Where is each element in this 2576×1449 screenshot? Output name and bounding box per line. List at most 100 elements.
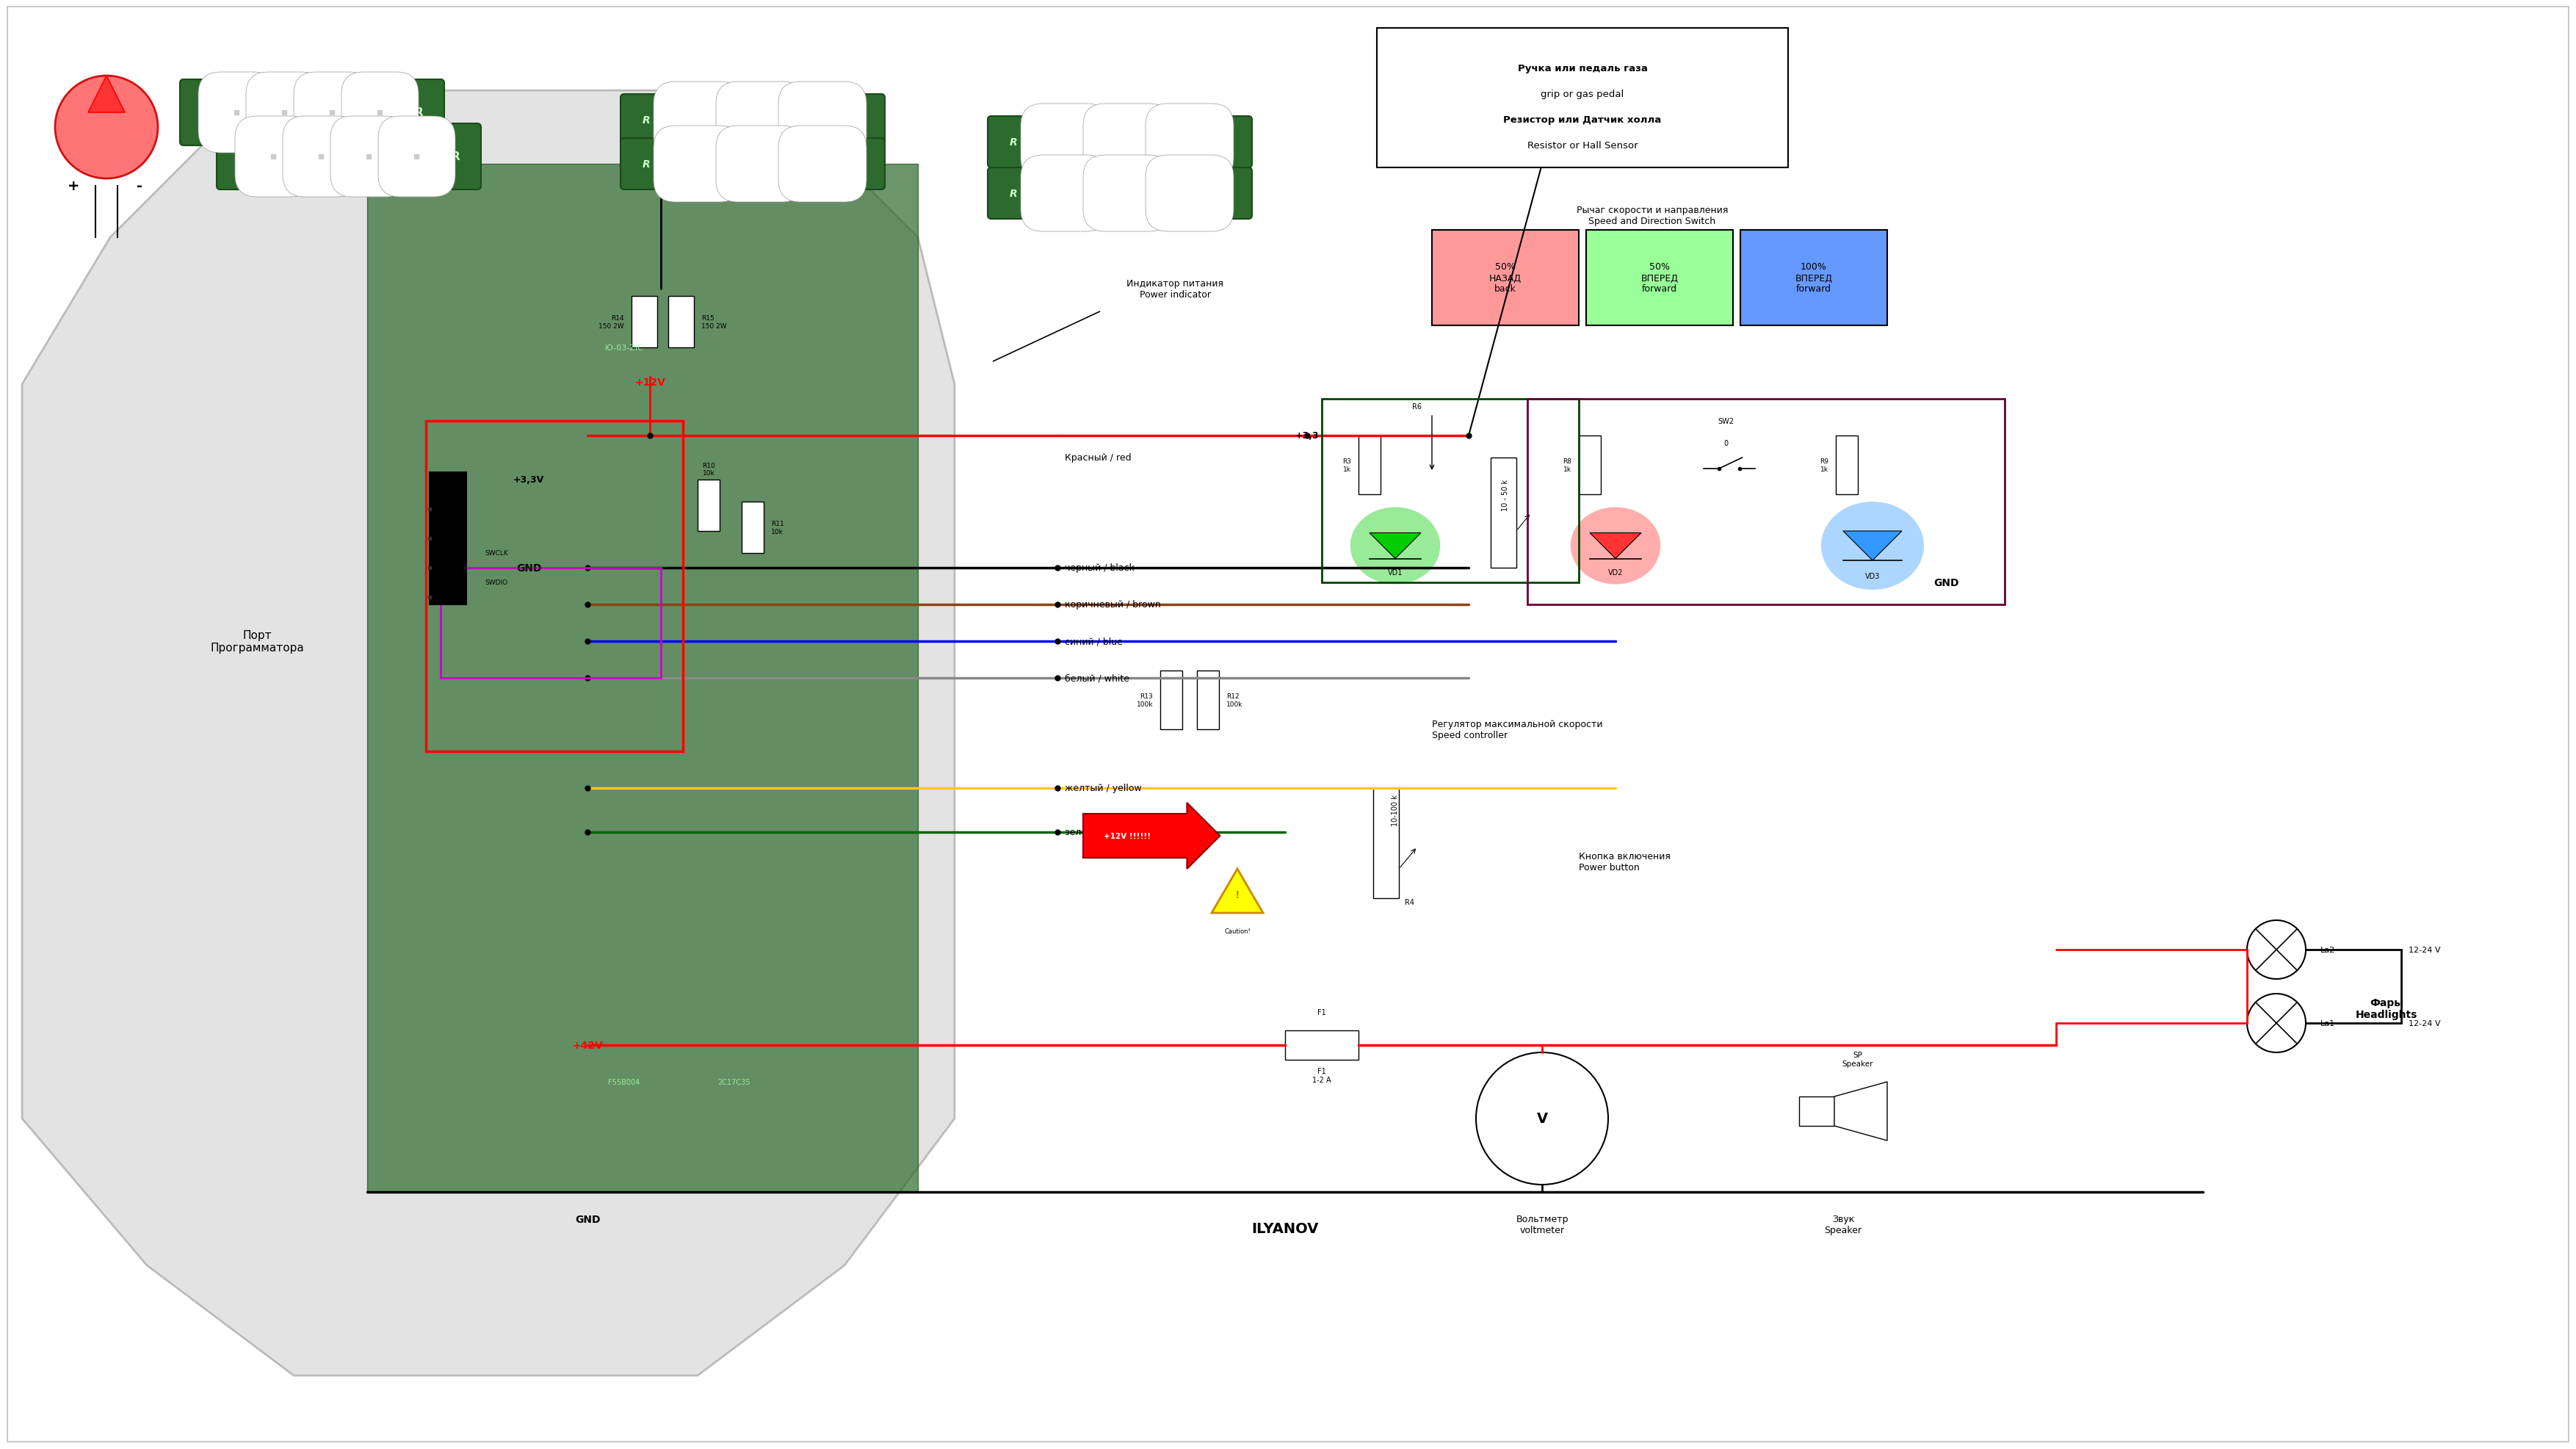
FancyBboxPatch shape [245,72,322,154]
FancyBboxPatch shape [631,297,657,348]
FancyBboxPatch shape [216,125,482,190]
Text: ILYANOV: ILYANOV [1252,1222,1319,1236]
Text: GND: GND [1932,578,1958,588]
Text: R3
1k: R3 1k [1342,458,1352,472]
Text: Красный / red: Красный / red [1064,454,1131,462]
Text: зеленый / green: зеленый / green [1064,827,1141,838]
FancyBboxPatch shape [987,117,1252,168]
FancyBboxPatch shape [234,117,312,197]
FancyBboxPatch shape [621,94,886,146]
FancyBboxPatch shape [1373,788,1399,898]
Ellipse shape [1571,507,1662,584]
Text: R: R [451,152,459,162]
Text: +12V: +12V [634,377,665,387]
Text: +12V !!!!!!: +12V !!!!!! [1103,832,1151,840]
Text: желтый / yellow: желтый / yellow [1064,784,1141,793]
FancyBboxPatch shape [1492,458,1517,568]
FancyBboxPatch shape [1020,104,1108,181]
Text: коричневый / brown: коричневый / brown [1064,600,1162,610]
Text: Индикатор питания
Power indicator: Индикатор питания Power indicator [1126,280,1224,300]
FancyBboxPatch shape [742,503,762,554]
Text: R: R [641,116,649,126]
Text: R9
1k: R9 1k [1819,458,1829,472]
Text: R13
100k: R13 100k [1136,693,1154,707]
Text: SW2: SW2 [1718,417,1734,425]
Polygon shape [368,164,917,1193]
Text: !: ! [1234,890,1239,900]
Text: 12-24 V: 12-24 V [2409,946,2439,953]
Text: R11
10k: R11 10k [770,520,783,535]
Text: GND: GND [574,1214,600,1224]
Text: Ручка или педаль газа: Ручка или педаль газа [1517,64,1649,74]
FancyBboxPatch shape [987,168,1252,219]
Text: 50%
ВПЕРЕД
forward: 50% ВПЕРЕД forward [1641,262,1680,294]
Text: +3,3V: +3,3V [513,475,544,485]
Text: черный / black: черный / black [1064,564,1133,572]
Text: IO-03-ZIC: IO-03-ZIC [605,345,644,352]
Text: V: V [1535,1111,1548,1126]
Text: R: R [1010,138,1018,148]
Text: Рычаг скорости и направления
Speed and Direction Switch: Рычаг скорости и направления Speed and D… [1577,206,1728,226]
FancyBboxPatch shape [1020,155,1108,232]
FancyBboxPatch shape [294,72,371,154]
Text: R: R [415,107,422,119]
FancyBboxPatch shape [698,480,719,532]
FancyBboxPatch shape [198,72,276,154]
Text: VD1: VD1 [1388,569,1404,577]
Text: 50%
НАЗАД
back: 50% НАЗАД back [1489,262,1522,294]
Polygon shape [23,91,956,1375]
Text: Резистор или Датчик холла: Резистор или Датчик холла [1504,116,1662,125]
Text: 100%
ВПЕРЕД
forward: 100% ВПЕРЕД forward [1795,262,1832,294]
Text: Звук
Speaker: Звук Speaker [1824,1214,1862,1235]
Text: F1
1-2 A: F1 1-2 A [1311,1068,1332,1084]
Text: R14
150 2W: R14 150 2W [598,314,623,329]
FancyBboxPatch shape [1082,155,1172,232]
Circle shape [1476,1052,1607,1185]
FancyBboxPatch shape [621,139,886,190]
FancyBboxPatch shape [654,126,742,203]
Text: R4: R4 [1404,898,1414,906]
FancyBboxPatch shape [343,72,417,154]
FancyBboxPatch shape [778,126,866,203]
Text: Кнопка включения
Power button: Кнопка включения Power button [1579,852,1669,872]
FancyBboxPatch shape [1146,155,1234,232]
FancyBboxPatch shape [1146,104,1234,181]
Polygon shape [1370,533,1422,559]
Text: R: R [1010,188,1018,199]
FancyBboxPatch shape [180,80,443,146]
Text: синий / blue: синий / blue [1064,636,1123,646]
Circle shape [54,77,157,180]
Text: Вольтметр
voltmeter: Вольтметр voltmeter [1515,1214,1569,1235]
FancyBboxPatch shape [1376,29,1788,168]
FancyBboxPatch shape [1587,230,1734,326]
Text: GND: GND [515,564,541,574]
Text: 12-24 V: 12-24 V [2409,1020,2439,1027]
Bar [1285,1030,1358,1061]
Text: 10-100 k: 10-100 k [1391,794,1399,826]
FancyBboxPatch shape [430,472,466,604]
Text: R6: R6 [1412,403,1422,410]
Text: +: + [67,180,80,193]
Text: +3,3: +3,3 [1296,432,1319,440]
Text: La2: La2 [2321,946,2336,953]
Circle shape [2246,920,2306,980]
Text: R: R [641,159,649,170]
Text: VD3: VD3 [1865,572,1880,580]
Text: 2C17C35: 2C17C35 [719,1078,750,1085]
FancyBboxPatch shape [654,83,742,158]
FancyBboxPatch shape [1741,230,1888,326]
FancyBboxPatch shape [1198,671,1218,730]
Bar [1798,1097,1834,1126]
Text: 0: 0 [1723,439,1728,448]
Text: SP
Speaker: SP Speaker [1842,1052,1873,1068]
FancyBboxPatch shape [1358,436,1381,494]
Text: Resistor or Hall Sensor: Resistor or Hall Sensor [1528,142,1638,151]
FancyBboxPatch shape [1837,436,1857,494]
Polygon shape [1589,533,1641,559]
Text: R12
100k: R12 100k [1226,693,1242,707]
FancyBboxPatch shape [778,83,866,158]
Text: Порт
Программатора: Порт Программатора [211,630,304,653]
Text: grip or gas pedal: grip or gas pedal [1540,90,1623,100]
Text: 10 - 50 k: 10 - 50 k [1502,480,1510,510]
Polygon shape [1834,1082,1888,1140]
